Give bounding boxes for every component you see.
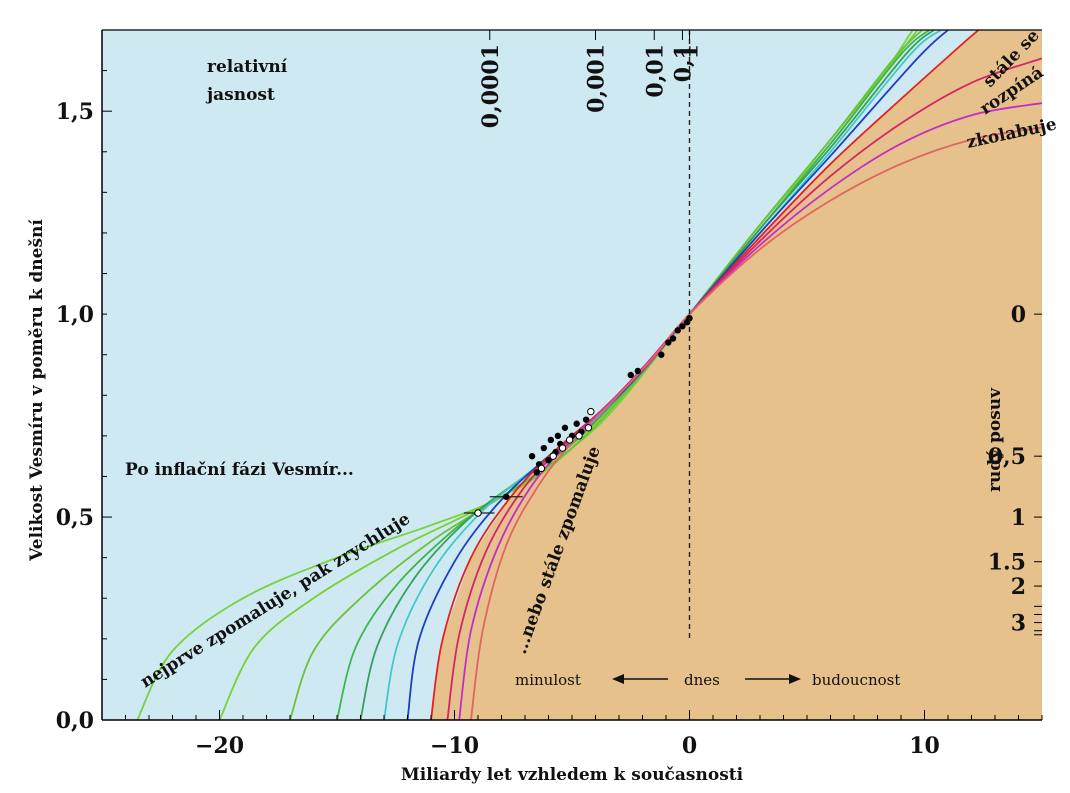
supernova-point <box>674 327 681 334</box>
annotation-future: budoucnost <box>812 671 900 689</box>
supernova-point <box>561 424 569 431</box>
x-tick-label: 10 <box>909 733 940 759</box>
y-tick-label: 1,5 <box>56 99 94 125</box>
right-tick-label: 2 <box>1011 574 1026 600</box>
supernova-open-point <box>584 424 593 432</box>
right-axis-title: rudý posuv <box>985 387 1005 492</box>
right-tick-label: 1.5 <box>988 550 1026 576</box>
supernova-point <box>503 493 510 500</box>
top-axis-title-line2: jasnost <box>205 85 275 105</box>
right-tick-label: 0,5 <box>988 444 1026 470</box>
supernova-open-point <box>558 444 567 452</box>
annotation-scenario-intro: Po inflační fázi Vesmír... <box>125 460 354 480</box>
supernova-point <box>679 323 686 330</box>
annotation-today: dnes <box>684 671 720 689</box>
supernova-open-point <box>575 432 583 440</box>
supernova-open-point <box>565 436 574 444</box>
decelerating-fill <box>431 30 1042 720</box>
supernova-open-point <box>587 407 595 416</box>
supernova-point <box>547 436 555 444</box>
supernova-point <box>634 367 641 375</box>
y-axis-title: Velikost Vesmíru v poměru k dnešní <box>27 219 47 562</box>
top-tick-label: 1 <box>678 44 704 59</box>
x-tick-label: −20 <box>195 733 244 759</box>
past-arrow <box>612 674 668 684</box>
y-tick-label: 1,0 <box>56 302 94 328</box>
right-tick-label: 3 <box>1011 611 1026 637</box>
top-tick-label: 0,001 <box>584 44 610 113</box>
top-tick-label: 0,0001 <box>478 44 504 128</box>
series-line-2 <box>289 30 923 720</box>
supernova-open-point <box>549 452 557 460</box>
supernova-point <box>665 339 672 346</box>
right-tick-label: 1 <box>1011 505 1026 531</box>
x-tick-label: 0 <box>682 733 697 759</box>
supernova-open-point <box>537 464 546 473</box>
supernova-open-point <box>474 509 482 517</box>
y-tick-label: 0,5 <box>56 505 94 531</box>
top-tick-label: 0,01 <box>642 44 668 98</box>
x-axis-title: Miliardy let vzhledem k současnosti <box>401 765 744 785</box>
y-tick-label: 0,0 <box>56 708 94 734</box>
supernova-point <box>658 351 665 358</box>
future-arrow <box>745 674 801 684</box>
supernova-point <box>554 432 562 440</box>
supernova-point <box>627 371 634 379</box>
supernova-point <box>582 416 590 423</box>
supernova-point <box>669 335 677 342</box>
supernova-point <box>540 444 547 452</box>
top-axis-title-line1: relativní <box>207 57 288 77</box>
top-tick-label: 0,1 <box>670 44 696 82</box>
annotation-past: minulost <box>515 671 581 689</box>
supernova-point <box>528 452 536 460</box>
supernova-point <box>545 457 552 464</box>
right-tick-label: 0 <box>1011 302 1026 328</box>
series-line-10 <box>470 126 1042 720</box>
x-tick-label: −10 <box>430 733 479 759</box>
supernova-point <box>533 469 540 476</box>
supernova-point <box>573 420 580 427</box>
